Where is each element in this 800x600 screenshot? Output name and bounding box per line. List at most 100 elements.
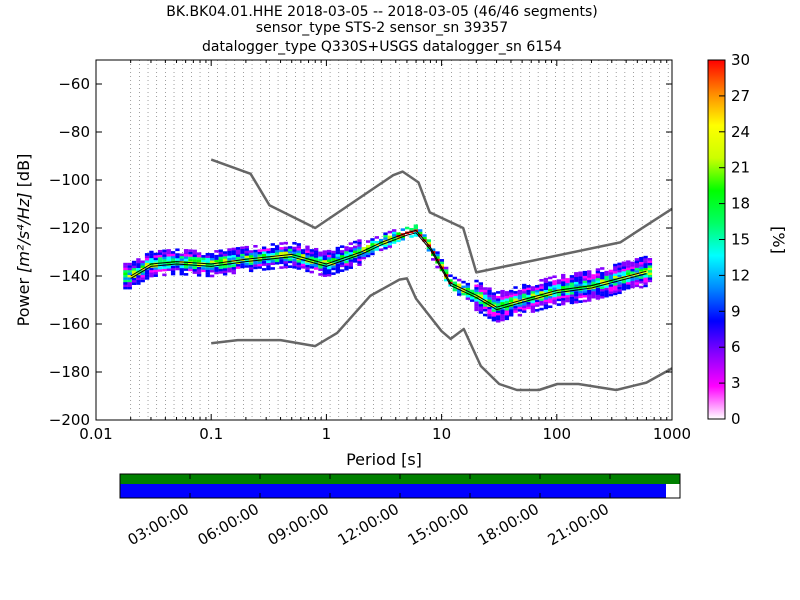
heatmap-cell [339, 245, 345, 248]
heatmap-cell [287, 260, 293, 264]
heatmap-cell [600, 267, 605, 270]
heatmap-cell [296, 243, 301, 246]
heatmap-cell [595, 289, 601, 293]
heatmap-cell [643, 279, 648, 283]
heatmap-cell [292, 251, 297, 255]
heatmap-cell [578, 281, 583, 284]
heatmap-cell [483, 308, 488, 312]
heatmap-cell [357, 263, 362, 266]
heatmap-cell [253, 266, 258, 270]
heatmap-cell [578, 271, 583, 275]
heatmap-cell [335, 270, 340, 274]
heatmap-cell [136, 265, 141, 269]
heatmap-cell [157, 249, 163, 253]
heatmap-cell [474, 308, 479, 312]
heatmap-cell [461, 285, 466, 289]
heatmap-cell [496, 310, 501, 313]
heatmap-cell [144, 269, 150, 273]
heatmap-cell [517, 289, 523, 293]
heatmap-cell [582, 273, 588, 276]
heatmap-cell [574, 296, 579, 299]
heatmap-cell [309, 256, 314, 259]
heatmap-cell [435, 253, 440, 257]
heatmap-cell [123, 286, 128, 290]
heatmap-cell [149, 253, 154, 256]
heatmap-cell [422, 234, 427, 237]
heatmap-cell [279, 247, 284, 250]
heatmap-cell [535, 292, 540, 295]
heatmap-cell [348, 251, 353, 255]
heatmap-cell [556, 286, 562, 290]
heatmap-cell [565, 292, 570, 296]
plot-area: 0.01 0.1 1 10 100 1000 −200 −180 −160 −140 −120 −1… [49, 59, 691, 443]
heatmap-cell [266, 253, 271, 256]
heatmap-cell [491, 302, 497, 305]
heatmap-cell [248, 269, 254, 273]
heatmap-cell [192, 271, 197, 274]
heatmap-cell [500, 313, 505, 317]
heatmap-cell [478, 303, 484, 307]
heatmap-cell [300, 261, 306, 264]
heatmap-cell [157, 269, 163, 272]
heatmap-cell [630, 283, 635, 286]
heatmap-cell [513, 293, 518, 297]
heatmap-cell [600, 286, 605, 289]
heatmap-cell [361, 254, 366, 257]
time-tick-label: 15:00:00 [405, 500, 472, 549]
heatmap-cell [318, 273, 323, 276]
heatmap-cell [630, 271, 635, 274]
heatmap-cell [352, 240, 358, 244]
heatmap-cell [296, 259, 301, 263]
heatmap-cell [209, 253, 215, 256]
y-axis-ticks: −200 −180 −160 −140 −120 −100 −80 −60 [49, 75, 672, 429]
heatmap-cell [591, 288, 596, 292]
heatmap-cell [509, 299, 514, 303]
heatmap-cell [522, 286, 527, 289]
heatmap-cell [509, 311, 514, 315]
heatmap-cell [543, 297, 549, 300]
heatmap-cell [509, 309, 514, 312]
colorbar-ticks: 0 3 6 9 12 15 18 21 24 27 30 [719, 51, 750, 428]
heatmap-cell [522, 310, 527, 313]
heatmap-cell [131, 277, 137, 281]
heatmap-cell [253, 249, 258, 253]
heatmap-cell [634, 258, 640, 261]
heatmap-cell [214, 257, 219, 260]
heatmap-cell [196, 259, 202, 263]
x-tick-label: 0.1 [199, 425, 223, 443]
heatmap-cell [509, 292, 514, 295]
heatmap-cell [474, 298, 479, 302]
heatmap-cell [595, 280, 601, 283]
heatmap-cell [565, 297, 570, 300]
heatmap-cell [201, 257, 206, 261]
heatmap-cell [600, 293, 605, 297]
heatmap-cell [626, 260, 631, 263]
y-tick-label: −120 [49, 219, 90, 237]
colorbar-tick-label: 12 [731, 266, 750, 284]
heatmap-cell [483, 304, 488, 307]
heatmap-cell [300, 249, 306, 252]
heatmap-cell [244, 262, 249, 266]
heatmap-cell [504, 295, 510, 299]
y-tick-label: −100 [49, 171, 90, 189]
heatmap-cell [257, 261, 262, 264]
heatmap-cell [587, 296, 592, 300]
heatmap-cell [548, 305, 553, 309]
heatmap-cell [326, 257, 332, 260]
heatmap-cell [565, 282, 570, 286]
noise-model-lines [130, 158, 673, 392]
heatmap-cell [127, 279, 132, 283]
heatmap-cell [214, 271, 219, 275]
heatmap-cell [357, 260, 362, 264]
heatmap-cell [517, 309, 523, 312]
heatmap-cell [149, 257, 154, 261]
heatmap-cell [500, 289, 505, 293]
heatmap-cell [383, 234, 388, 238]
heatmap-cell [561, 297, 566, 301]
heatmap-cell [491, 299, 497, 303]
heatmap-cell [639, 285, 644, 289]
heatmap-cell [435, 256, 440, 259]
heatmap-cell [396, 232, 401, 235]
heatmap-cell [261, 260, 267, 264]
